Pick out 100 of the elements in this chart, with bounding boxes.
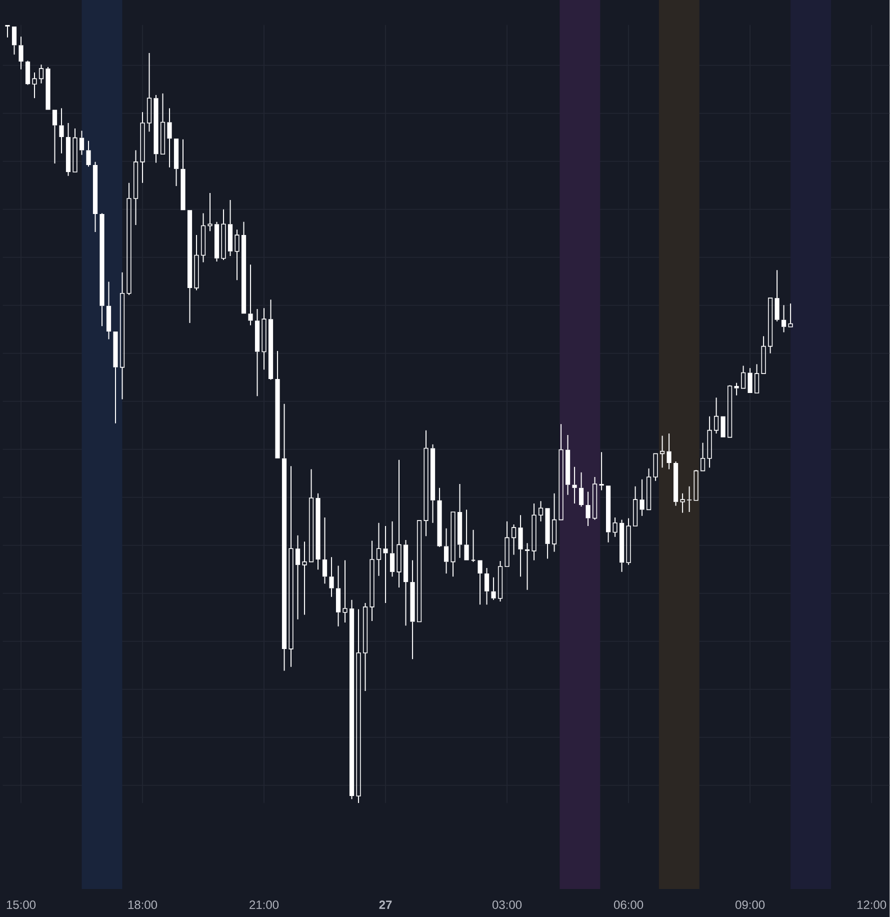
- candlestick: [484, 568, 490, 606]
- candlestick: [512, 524, 516, 556]
- candlestick: [370, 540, 374, 622]
- candlestick: [748, 368, 752, 393]
- x-tick-label: 03:00: [492, 900, 522, 910]
- candlestick: [336, 565, 341, 627]
- candlestick: [504, 520, 510, 567]
- candlestick: [342, 560, 348, 623]
- candlestick: [140, 112, 145, 184]
- candlestick: [714, 397, 719, 434]
- candlestick: [46, 66, 50, 110]
- candlestick: [282, 403, 287, 672]
- candlestick: [228, 200, 233, 257]
- candlestick: [532, 502, 536, 561]
- candlestick: [640, 478, 644, 516]
- candlestick: [214, 221, 220, 262]
- candlestick: [525, 542, 530, 590]
- candlestick: [592, 476, 598, 520]
- candlestick: [52, 110, 58, 164]
- candlestick: [356, 608, 361, 804]
- candlestick: [633, 486, 638, 526]
- candlestick: [626, 518, 631, 566]
- candlestick: [221, 208, 226, 260]
- candlestick: [160, 92, 166, 155]
- candlestick: [167, 108, 172, 168]
- candlestick: [538, 500, 544, 522]
- candlestick: [126, 182, 132, 296]
- candlestick: [32, 72, 37, 99]
- candlestick: [606, 486, 611, 543]
- x-tick-label: 12:00: [858, 900, 886, 910]
- candlestick: [579, 472, 584, 508]
- candlestick: [255, 308, 260, 397]
- candlestick: [674, 460, 678, 506]
- candlestick: [666, 432, 672, 470]
- candlestick: [201, 212, 206, 263]
- candlestick: [450, 512, 456, 578]
- candlestick: [424, 430, 428, 537]
- candlestick: [774, 270, 780, 322]
- candlestick: [59, 108, 64, 154]
- candlestick: [491, 576, 496, 600]
- candlestick: [39, 64, 44, 84]
- candlestick: [390, 520, 395, 578]
- candlestick: [410, 560, 415, 660]
- candlestick: [134, 150, 138, 226]
- candlestick: [350, 599, 354, 800]
- candlestick: [120, 272, 125, 400]
- candlestick: [5, 24, 10, 38]
- candlestick: [66, 122, 71, 176]
- candlestick: [680, 492, 685, 514]
- candlestick: [194, 234, 199, 291]
- candlestick: [275, 350, 280, 458]
- candlestick: [437, 487, 442, 548]
- candlestick: [687, 486, 692, 513]
- candlestick: [444, 528, 449, 574]
- candlestick: [322, 516, 328, 584]
- candlestick: [741, 365, 746, 389]
- candlestick: [234, 229, 240, 281]
- x-tick-label: 18:00: [128, 900, 158, 910]
- candlestick: [396, 459, 402, 588]
- candlestick: [754, 364, 760, 394]
- x-tick-label: 06:00: [614, 900, 644, 910]
- candlestick: [113, 332, 118, 424]
- candlestick: [566, 434, 570, 496]
- candlestick: [147, 52, 152, 132]
- candlestick: [242, 221, 246, 314]
- x-tick-label: 09:00: [736, 900, 765, 910]
- candlestick: [782, 304, 786, 333]
- x-tick-label: 27: [379, 900, 392, 909]
- candlestick: [383, 526, 388, 604]
- candlestick: [12, 26, 17, 56]
- candlestick: [154, 94, 158, 164]
- candlestick: [100, 212, 104, 327]
- candlestick: [288, 466, 294, 668]
- candlestick: [72, 128, 78, 172]
- candlestick: [599, 452, 604, 491]
- candlestick: [93, 161, 98, 232]
- candlestick: [707, 416, 712, 468]
- candlestick: [788, 303, 793, 328]
- candlestick: [302, 541, 307, 616]
- candlestick: [620, 519, 624, 572]
- candlestick: [268, 299, 274, 380]
- candlestick: [700, 442, 706, 472]
- candlestick: [296, 534, 300, 620]
- candlestick: [586, 491, 590, 527]
- candlestick: [363, 602, 368, 692]
- candlestick: [518, 514, 523, 578]
- candlestick: [430, 444, 436, 524]
- candlestick: [174, 138, 179, 187]
- x-tick-label: 21:00: [250, 900, 279, 910]
- candlestick: [208, 192, 212, 232]
- candlestick: [329, 556, 334, 598]
- candlestick: [464, 509, 469, 560]
- candlestick: [180, 138, 186, 210]
- candlestick: [404, 540, 408, 626]
- candlestick: [458, 484, 462, 558]
- candlestick: [734, 382, 739, 396]
- candlestick: [612, 516, 618, 538]
- candlestick: [106, 281, 112, 340]
- candlestick: [660, 435, 665, 468]
- candlestick: [309, 468, 314, 562]
